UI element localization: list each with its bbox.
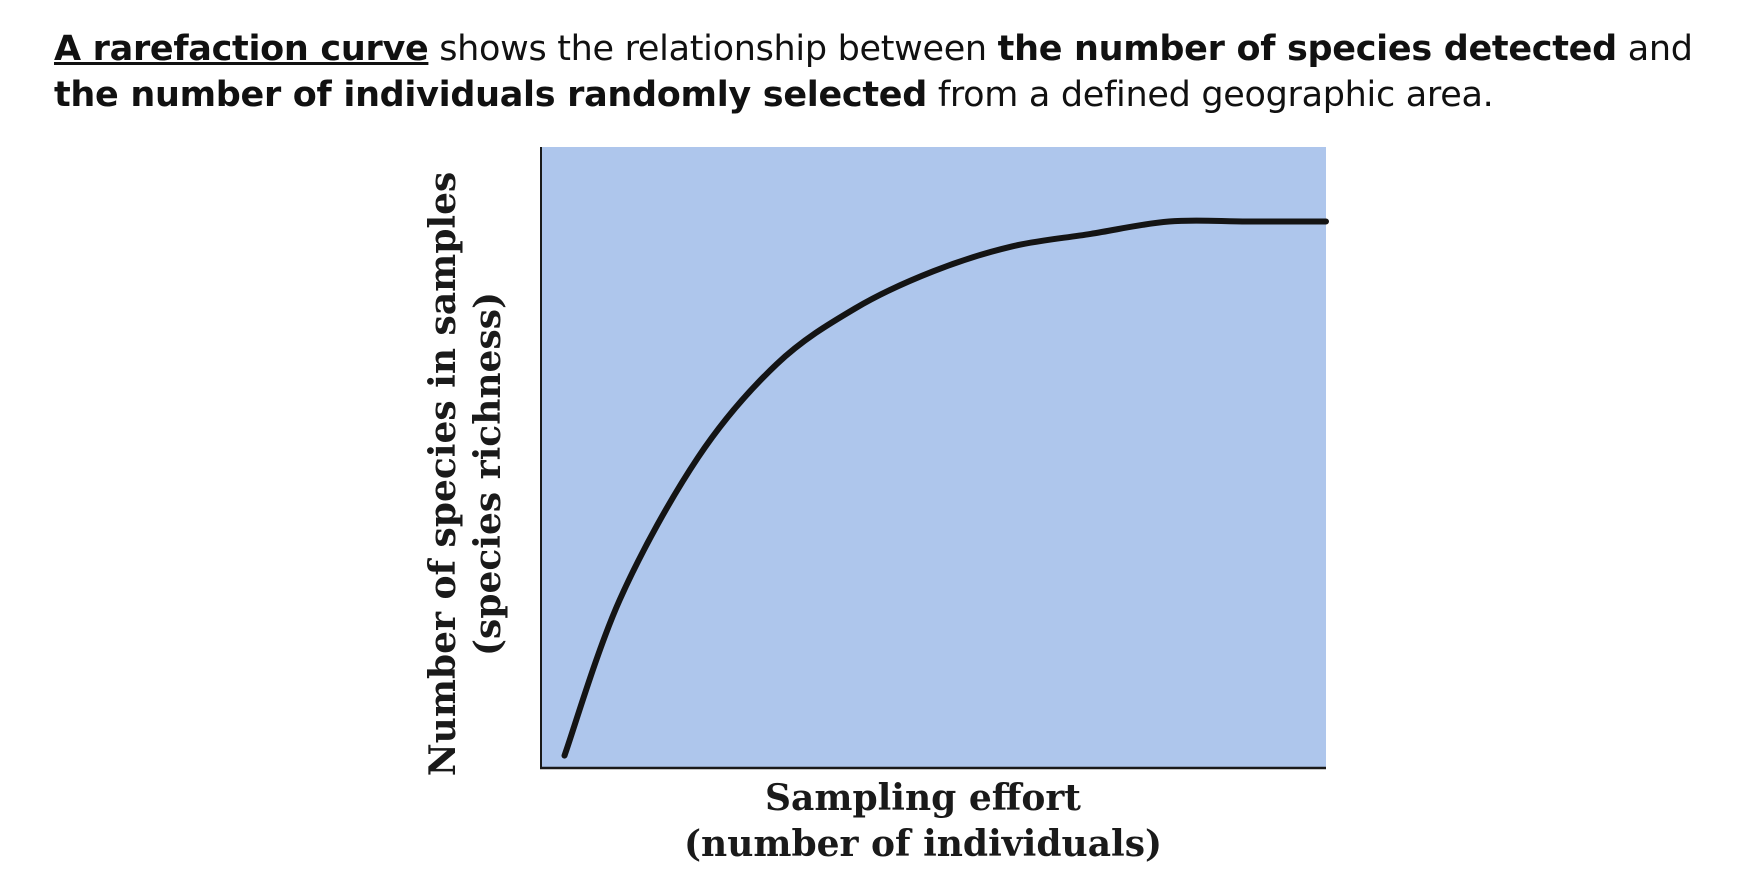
y-axis-title: Number of species in samples	[422, 172, 464, 777]
intro-text-1: shows the relationship between	[428, 29, 998, 69]
rarefaction-curve	[561, 217, 1329, 759]
plot-background	[541, 147, 1326, 767]
intro-text-2: and	[1616, 29, 1693, 69]
x-axis-subtitle: (number of individuals)	[684, 823, 1162, 865]
y-axis-subtitle: (species richness)	[467, 292, 509, 656]
intro-emphasis-2: the number of individuals randomly selec…	[54, 75, 927, 115]
intro-text-3: from a defined geographic area.	[927, 75, 1494, 115]
intro-text: A rarefaction curve shows the relationsh…	[54, 26, 1734, 118]
intro-term: A rarefaction curve	[54, 29, 429, 69]
intro-emphasis-1: the number of species detected	[997, 29, 1618, 69]
x-axis-title: Sampling effort	[765, 777, 1081, 819]
